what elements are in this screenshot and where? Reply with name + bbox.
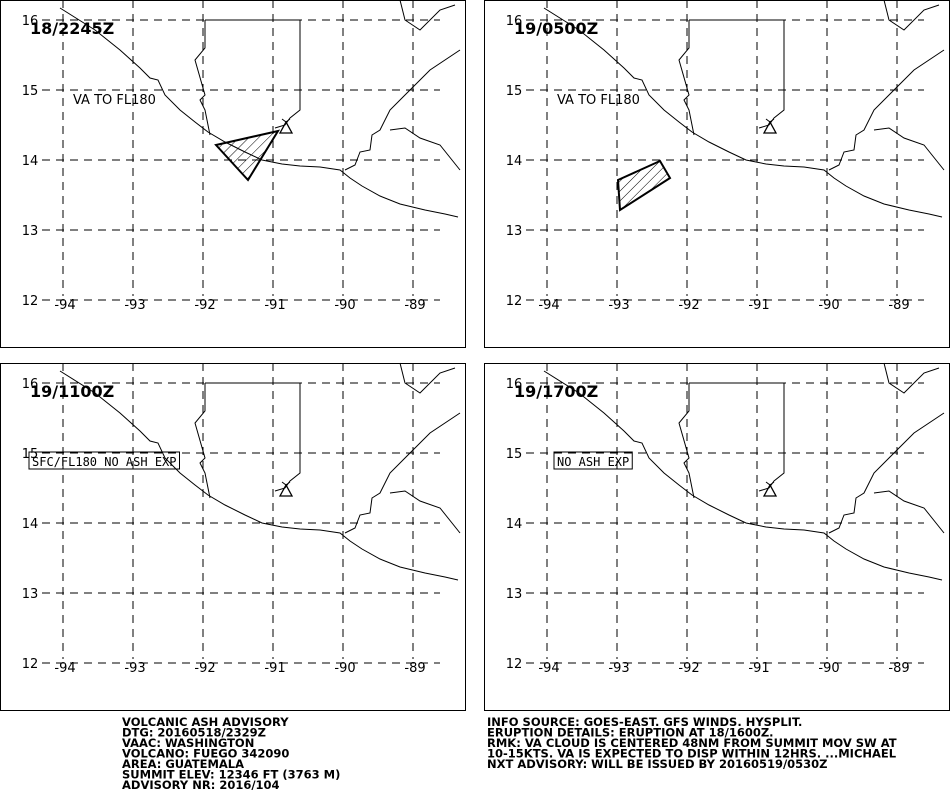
lat-label: 13 bbox=[506, 587, 523, 602]
lat-label: 12 bbox=[506, 294, 523, 309]
lat-label: 13 bbox=[22, 224, 39, 239]
lat-label: 14 bbox=[506, 517, 523, 532]
lon-label: -94 bbox=[54, 661, 75, 676]
annotation: VA TO FL180 bbox=[73, 93, 156, 108]
advisory-line: DTG: 20160518/2329Z bbox=[122, 726, 266, 740]
map-panel: -94 -93 -92 -91 -90 -89 16 15 14 13 12 19/1100Z SFC/… bbox=[0, 362, 466, 711]
advisory-line: RMK: VA CLOUD IS CENTERED 48NM FROM SUMM… bbox=[487, 736, 897, 750]
map-panel: -94 -93 -92 -91 -90 -89 16 15 14 13 12 18/2245Z VA T… bbox=[0, 0, 466, 348]
annotation-box bbox=[28, 451, 180, 470]
panel-frame bbox=[484, 0, 950, 348]
lat-label: 16 bbox=[506, 377, 523, 392]
advisory-line: AREA: GUATEMALA bbox=[122, 757, 244, 771]
lon-label: -91 bbox=[264, 298, 285, 313]
lat-label: 12 bbox=[22, 657, 39, 672]
lon-label: -92 bbox=[678, 661, 699, 676]
map-panel: -94 -93 -92 -91 -90 -89 16 15 14 13 12 19/0500Z VA T… bbox=[484, 0, 950, 348]
panel-frame bbox=[0, 363, 466, 711]
lon-label: -89 bbox=[404, 298, 425, 313]
panel-frame bbox=[0, 0, 466, 348]
advisory-line: ADVISORY NR: 2016/104 bbox=[122, 778, 280, 792]
lon-label: -94 bbox=[538, 661, 559, 676]
valid-time: 18/2245Z bbox=[30, 19, 114, 38]
lat-label: 16 bbox=[22, 14, 39, 29]
lon-label: -90 bbox=[818, 661, 839, 676]
lon-label: -92 bbox=[678, 298, 699, 313]
lon-label: -90 bbox=[334, 661, 355, 676]
lon-label: -93 bbox=[124, 298, 145, 313]
valid-time: 19/1100Z bbox=[30, 382, 114, 401]
lon-label: -90 bbox=[334, 298, 355, 313]
lon-label: -93 bbox=[608, 661, 629, 676]
annotation: NO ASH EXP bbox=[557, 455, 629, 469]
annotation-box bbox=[553, 451, 633, 470]
lon-label: -91 bbox=[264, 661, 285, 676]
advisory-line: INFO SOURCE: GOES-EAST. GFS WINDS. HYSPL… bbox=[487, 715, 802, 729]
advisory-line: VOLCANIC ASH ADVISORY bbox=[122, 715, 289, 729]
advisory-line: VOLCANO: FUEGO 342090 bbox=[122, 747, 289, 761]
advisory-line: ERUPTION DETAILS: ERUPTION AT 18/1600Z. bbox=[487, 726, 774, 740]
lon-label: -90 bbox=[818, 298, 839, 313]
lat-label: 15 bbox=[506, 447, 523, 462]
lat-label: 12 bbox=[22, 294, 39, 309]
advisory-line: SUMMIT ELEV: 12346 FT (3763 M) bbox=[122, 768, 340, 782]
lon-label: -92 bbox=[194, 298, 215, 313]
map-panel: -94 -93 -92 -91 -90 -89 16 15 14 13 12 19/1700Z NO A… bbox=[484, 362, 950, 711]
ash-cloud bbox=[616, 159, 672, 212]
lat-label: 14 bbox=[506, 154, 523, 169]
lat-label: 16 bbox=[22, 377, 39, 392]
lat-label: 13 bbox=[506, 224, 523, 239]
lon-label: -89 bbox=[404, 661, 425, 676]
advisory-line: 10-15KTS. VA IS EXPECTED TO DISP WITHIN … bbox=[487, 747, 897, 761]
valid-time: 19/1700Z bbox=[514, 382, 598, 401]
lat-label: 15 bbox=[22, 447, 39, 462]
lon-label: -89 bbox=[888, 298, 909, 313]
advisory-line: NXT ADVISORY: WILL BE ISSUED BY 20160519… bbox=[487, 757, 828, 771]
annotation: VA TO FL180 bbox=[557, 93, 640, 108]
lon-label: -93 bbox=[124, 661, 145, 676]
annotation: SFC/FL180 NO ASH EXP bbox=[32, 455, 177, 469]
lon-label: -91 bbox=[748, 661, 769, 676]
lat-label: 12 bbox=[506, 657, 523, 672]
lon-label: -94 bbox=[54, 298, 75, 313]
lat-label: 15 bbox=[506, 84, 523, 99]
lat-label: 14 bbox=[22, 154, 39, 169]
lon-label: -91 bbox=[748, 298, 769, 313]
lat-label: 15 bbox=[22, 84, 39, 99]
lon-label: -93 bbox=[608, 298, 629, 313]
panel-frame bbox=[484, 363, 950, 711]
lat-label: 13 bbox=[22, 587, 39, 602]
lon-label: -94 bbox=[538, 298, 559, 313]
lat-label: 16 bbox=[506, 14, 523, 29]
advisory-line: VAAC: WASHINGTON bbox=[122, 736, 254, 750]
lon-label: -92 bbox=[194, 661, 215, 676]
valid-time: 19/0500Z bbox=[514, 19, 598, 38]
ash-cloud bbox=[214, 129, 281, 182]
lon-label: -89 bbox=[888, 661, 909, 676]
lat-label: 14 bbox=[22, 517, 39, 532]
